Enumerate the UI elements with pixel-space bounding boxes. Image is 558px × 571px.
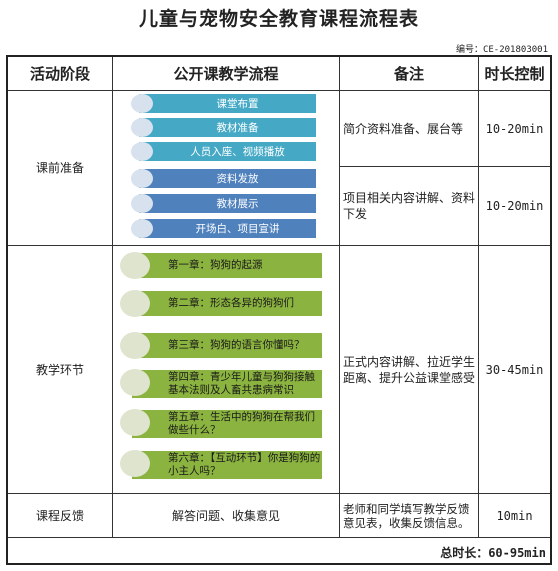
chapter-bullet-icon <box>120 290 150 317</box>
prep-note-2: 项目相关内容讲解、资料下发 <box>343 191 476 221</box>
stage-prep: 课前准备 <box>35 161 84 175</box>
chapter-bullet-icon <box>120 450 150 477</box>
header-flow: 公开课教学流程 <box>173 65 279 83</box>
chapter-5: 第五章：生活中的狗狗在帮我们做些什么？ <box>120 409 322 438</box>
process-table: 活动阶段 公开课教学流程 备注 时长控制 课前准备 课堂布置 教材准备 人员入座… <box>6 55 552 565</box>
prep-step-6: 开场白、项目宣讲 <box>131 219 316 238</box>
chapter-6: 第六章：【互动环节】你是狗狗的小主人吗？ <box>120 450 322 479</box>
document-code: 编号：CE-201803001 <box>455 45 548 55</box>
stage-feedback: 课程反馈 <box>35 508 84 523</box>
prep-duration-1: 10-20min <box>485 121 544 136</box>
chapter-bullet-icon <box>120 252 150 279</box>
prep-duration-2: 10-20min <box>485 199 544 213</box>
feedback-duration: 10min <box>496 508 533 523</box>
chapter-2: 第二章：形态各异的狗狗们 <box>120 290 322 317</box>
header-stage: 活动阶段 <box>29 65 90 83</box>
teach-note: 正式内容讲解、拉近学生距离、提升公益课堂感受 <box>343 354 476 385</box>
total-duration: 总时长：60-95min <box>440 546 546 560</box>
step-bullet-icon <box>131 118 153 137</box>
step-bullet-icon <box>131 169 153 188</box>
chapter-4: 第四章：青少年儿童与狗狗接触基本法则及人畜共患病常识 <box>120 369 322 398</box>
teach-duration: 30-45min <box>485 362 544 377</box>
header-note: 备注 <box>393 65 424 83</box>
step-bullet-icon <box>131 194 153 213</box>
chapter-bullet-icon <box>120 332 150 359</box>
stage-teach: 教学环节 <box>35 362 84 377</box>
step-bullet-icon <box>131 142 153 161</box>
step-bullet-icon <box>131 219 153 238</box>
prep-note-1: 简介资料准备、展台等 <box>343 121 464 136</box>
chapter-bullet-icon <box>120 369 150 396</box>
prep-step-4: 资料发放 <box>131 169 316 188</box>
chapter-1: 第一章：狗狗的起源 <box>120 252 322 279</box>
prep-step-3: 人员入座、视频播放 <box>131 142 316 161</box>
page-title: 儿童与宠物安全教育课程流程表 <box>138 8 419 30</box>
chapter-bullet-icon <box>120 409 150 436</box>
step-bullet-icon <box>131 94 153 113</box>
prep-step-2: 教材准备 <box>131 118 316 137</box>
prep-step-5: 教材展示 <box>131 194 316 213</box>
header-duration: 时长控制 <box>484 65 545 83</box>
feedback-note: 老师和同学填写教学反馈意见表，收集反馈信息。 <box>343 501 470 530</box>
feedback-flow: 解答问题、收集意见 <box>171 508 280 523</box>
prep-step-1: 课堂布置 <box>131 94 316 113</box>
chapter-3: 第三章：狗狗的语言你懂吗？ <box>120 332 322 359</box>
